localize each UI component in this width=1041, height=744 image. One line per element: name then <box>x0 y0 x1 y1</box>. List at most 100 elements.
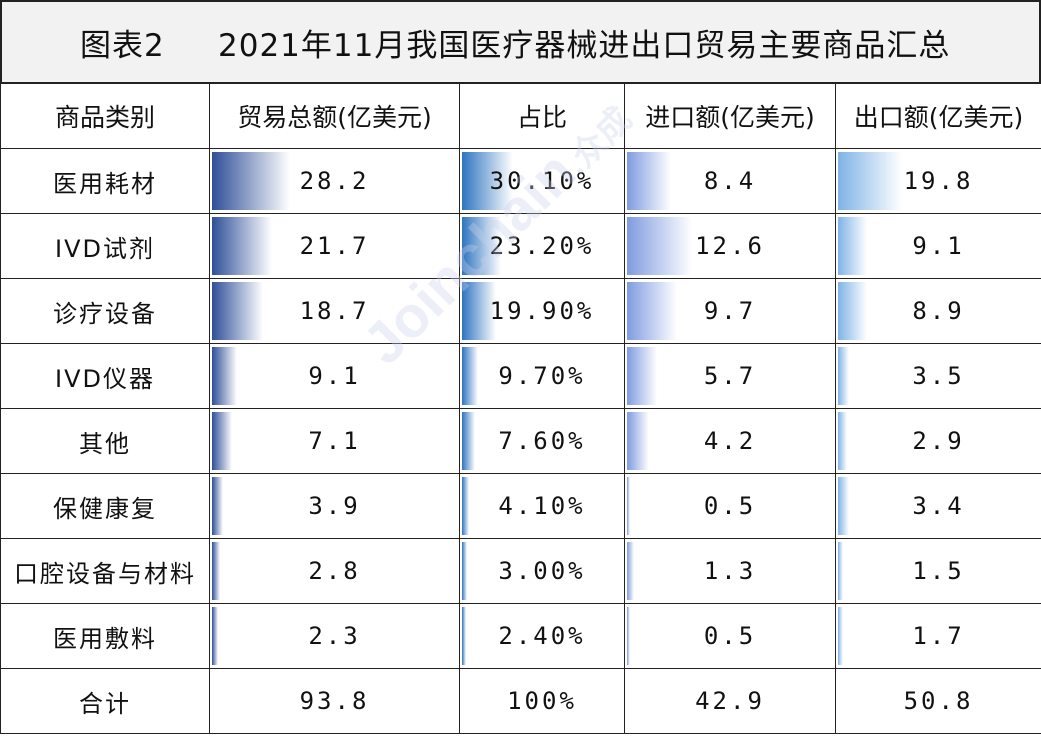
category-cell: 医用敷料 <box>0 603 210 669</box>
export-data-bar <box>838 282 867 340</box>
category-label: IVD仪器 <box>55 364 155 393</box>
share-cell: 2.40% <box>459 603 625 669</box>
export-cell: 3.5 <box>835 343 1041 409</box>
total-data-bar <box>212 477 223 535</box>
total-cell: 21.7 <box>209 213 460 279</box>
total-export-value: 50.8 <box>903 687 974 715</box>
category-label: 诊疗设备 <box>53 299 157 328</box>
total-data-bar <box>212 542 220 600</box>
category-label: 医用敷料 <box>53 624 157 653</box>
export-data-bar <box>838 542 843 600</box>
chart-title: 2021年11月我国医疗器械进出口贸易主要商品汇总 <box>218 28 951 64</box>
data-table: 商品类别 贸易总额(亿美元) 占比 进口额(亿美元) 出口额(亿美元) 医用耗材… <box>0 83 1041 734</box>
category-label: 其他 <box>79 429 131 458</box>
import-value: 1.3 <box>703 557 757 585</box>
share-cell: 19.90% <box>459 278 625 344</box>
total-value: 7.1 <box>308 427 361 455</box>
import-value: 0.5 <box>703 492 757 520</box>
export-cell: 19.8 <box>835 148 1041 214</box>
import-cell: 9.7 <box>624 278 836 344</box>
share-value: 4.10% <box>498 492 586 520</box>
total-total-value: 93.8 <box>299 687 370 715</box>
total-data-bar <box>212 152 290 210</box>
total-value: 2.3 <box>308 622 361 650</box>
total-share-value: 100% <box>507 687 577 715</box>
import-cell: 4.2 <box>624 408 836 474</box>
export-cell: 9.1 <box>835 213 1041 279</box>
header-row: 商品类别 贸易总额(亿美元) 占比 进口额(亿美元) 出口额(亿美元) <box>0 83 1041 149</box>
category-cell: IVD仪器 <box>0 343 210 409</box>
table-row: 医用敷料 2.3 2.40% 0.5 1.7 <box>0 603 1041 669</box>
import-data-bar <box>627 217 692 275</box>
share-cell: 9.70% <box>459 343 625 409</box>
share-value: 9.70% <box>498 362 586 390</box>
export-value: 19.8 <box>903 167 974 195</box>
table-row: 医用耗材 28.2 30.10% 8.4 19.8 <box>0 148 1041 214</box>
import-data-bar <box>627 152 671 210</box>
header-export: 出口额(亿美元) <box>835 83 1041 149</box>
total-import-cell: 42.9 <box>624 668 836 734</box>
import-cell: 8.4 <box>624 148 836 214</box>
table-row: IVD试剂 21.7 23.20% 12.6 9.1 <box>0 213 1041 279</box>
import-value: 4.2 <box>703 427 757 455</box>
export-cell: 1.7 <box>835 603 1041 669</box>
import-data-bar <box>627 282 677 340</box>
category-cell: 保健康复 <box>0 473 210 539</box>
table-row: 其他 7.1 7.60% 4.2 2.9 <box>0 408 1041 474</box>
table-row: 保健康复 3.9 4.10% 0.5 3.4 <box>0 473 1041 539</box>
export-data-bar <box>838 347 849 405</box>
share-cell: 7.60% <box>459 408 625 474</box>
share-cell: 3.00% <box>459 538 625 604</box>
total-value: 9.1 <box>308 362 361 390</box>
import-cell: 12.6 <box>624 213 836 279</box>
total-import-value: 42.9 <box>695 687 765 715</box>
total-category-cell: 合计 <box>0 668 210 734</box>
total-cell: 7.1 <box>209 408 460 474</box>
export-data-bar <box>838 152 902 210</box>
share-value: 2.40% <box>498 622 586 650</box>
export-value: 2.9 <box>912 427 965 455</box>
share-cell: 23.20% <box>459 213 625 279</box>
import-cell: 0.5 <box>624 603 836 669</box>
category-label: 医用耗材 <box>53 169 157 198</box>
total-cell: 28.2 <box>209 148 460 214</box>
header-category: 商品类别 <box>0 83 210 149</box>
total-value: 2.8 <box>308 557 361 585</box>
export-value: 9.1 <box>912 232 965 260</box>
export-cell: 1.5 <box>835 538 1041 604</box>
import-cell: 1.3 <box>624 538 836 604</box>
share-data-bar <box>462 412 475 470</box>
total-data-bar <box>212 607 218 665</box>
export-data-bar <box>838 607 843 665</box>
share-cell: 4.10% <box>459 473 625 539</box>
total-cell: 18.7 <box>209 278 460 344</box>
export-value: 3.4 <box>912 492 965 520</box>
export-data-bar <box>838 217 867 275</box>
export-value: 1.7 <box>912 622 965 650</box>
import-data-bar <box>627 477 630 535</box>
share-data-bar <box>462 477 469 535</box>
export-data-bar <box>838 477 849 535</box>
import-cell: 5.7 <box>624 343 836 409</box>
share-data-bar <box>462 217 501 275</box>
header-total: 贸易总额(亿美元) <box>209 83 460 149</box>
share-data-bar <box>462 152 513 210</box>
category-cell: IVD试剂 <box>0 213 210 279</box>
share-data-bar <box>462 347 478 405</box>
total-cell: 9.1 <box>209 343 460 409</box>
share-value: 30.10% <box>489 167 595 195</box>
import-cell: 0.5 <box>624 473 836 539</box>
category-cell: 医用耗材 <box>0 148 210 214</box>
share-value: 23.20% <box>489 232 595 260</box>
total-data-bar <box>212 412 232 470</box>
share-data-bar <box>462 607 466 665</box>
total-cell: 2.8 <box>209 538 460 604</box>
table-row: IVD仪器 9.1 9.70% 5.7 3.5 <box>0 343 1041 409</box>
import-value: 5.7 <box>703 362 757 390</box>
table-body: 医用耗材 28.2 30.10% 8.4 19.8 IVD试剂 21.7 23.20% 12.6… <box>0 148 1041 734</box>
title-bar: 图表2 2021年11月我国医疗器械进出口贸易主要商品汇总 <box>0 0 1041 84</box>
import-value: 0.5 <box>703 622 757 650</box>
total-data-bar <box>212 282 263 340</box>
export-cell: 3.4 <box>835 473 1041 539</box>
